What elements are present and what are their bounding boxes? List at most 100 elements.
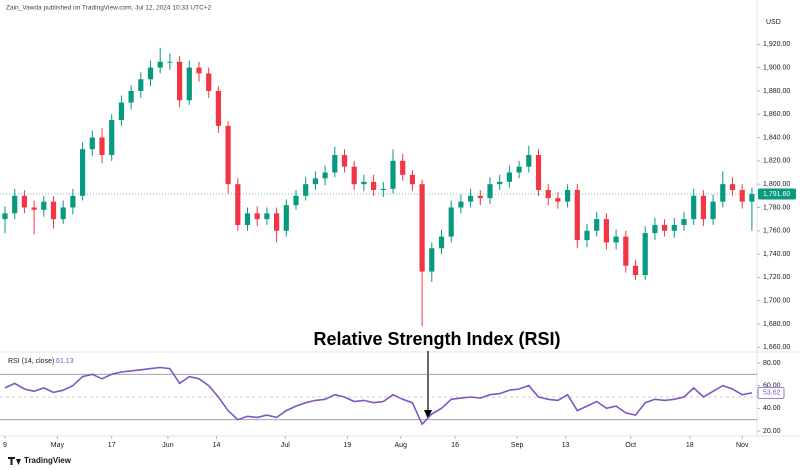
candle-body bbox=[477, 195, 483, 199]
candle-body bbox=[729, 184, 736, 190]
candle-body bbox=[206, 73, 212, 91]
candle-body bbox=[642, 233, 648, 276]
y-tick-label: 1,880.00 bbox=[763, 88, 790, 95]
y-tick-label: 1,820.00 bbox=[763, 158, 790, 165]
candle-body bbox=[303, 184, 309, 196]
x-tick-label: 14 bbox=[213, 442, 221, 449]
candle-body bbox=[739, 189, 745, 202]
candle-body bbox=[700, 195, 706, 220]
candle-body bbox=[371, 181, 377, 190]
x-tick-label: 19 bbox=[344, 442, 352, 449]
candle-body bbox=[60, 207, 66, 220]
candle-body bbox=[448, 207, 454, 237]
candle-body bbox=[2, 213, 8, 220]
candle-body bbox=[177, 61, 183, 101]
x-tick-label: 17 bbox=[108, 442, 116, 449]
y-tick-label: 1,780.00 bbox=[763, 204, 790, 211]
x-tick-label: Nov bbox=[736, 442, 749, 449]
candle-body bbox=[429, 248, 435, 272]
candle-body bbox=[390, 160, 396, 189]
x-tick-label: Aug bbox=[395, 442, 408, 449]
candle-body bbox=[31, 207, 37, 210]
candle-body bbox=[89, 137, 95, 150]
y-tick-label: 80.00 bbox=[763, 360, 781, 367]
y-tick-label: 1,680.00 bbox=[763, 321, 790, 328]
x-tick-label: Jul bbox=[281, 442, 290, 449]
y-tick-label: 1,740.00 bbox=[763, 251, 790, 258]
rsi-line bbox=[4, 366, 753, 426]
candle-body bbox=[293, 195, 299, 206]
candle-body bbox=[361, 181, 367, 185]
candle-body bbox=[671, 224, 677, 231]
x-tick-label: 9 bbox=[3, 442, 7, 449]
y-tick-label: 1,720.00 bbox=[763, 274, 790, 281]
rsi-last-box bbox=[757, 386, 785, 399]
candle-body bbox=[21, 195, 27, 208]
y-tick-label: 1,700.00 bbox=[763, 298, 790, 305]
y-tick-label: 1,920.00 bbox=[763, 41, 790, 48]
y-tick-label: 20.00 bbox=[763, 428, 781, 435]
x-tick-label: Sep bbox=[511, 442, 524, 449]
last-price-label: 1,791.60 bbox=[763, 191, 790, 198]
candle-body bbox=[574, 189, 580, 241]
candle-body bbox=[225, 125, 231, 185]
candle-body bbox=[632, 265, 639, 276]
candle-body bbox=[341, 155, 348, 167]
candle-body bbox=[196, 67, 202, 74]
candle-body bbox=[312, 178, 318, 185]
y-tick-label: 60.00 bbox=[763, 382, 781, 389]
candle-body bbox=[497, 181, 503, 185]
candle-body bbox=[555, 198, 561, 202]
candle-body bbox=[584, 230, 590, 241]
candle-body bbox=[138, 79, 144, 91]
header: Zain_Vawda published on TradingView.com,… bbox=[6, 5, 212, 12]
candle-body bbox=[749, 193, 755, 202]
candle-body bbox=[283, 205, 289, 231]
y-tick-label: 1,900.00 bbox=[763, 64, 790, 71]
candle-body bbox=[322, 172, 328, 179]
candle-body bbox=[681, 219, 687, 225]
candle-body bbox=[720, 184, 726, 202]
candle-body bbox=[419, 184, 425, 272]
last-price-box bbox=[758, 188, 796, 200]
candle-body bbox=[380, 188, 386, 190]
candle-body bbox=[652, 224, 658, 234]
candle-body bbox=[400, 160, 406, 175]
candle-body bbox=[468, 195, 474, 202]
y-tick-label: 1,800.00 bbox=[763, 181, 790, 188]
annotation: Relative Strength Index (RSI) bbox=[313, 329, 560, 349]
y-tick-label: 1,660.00 bbox=[763, 344, 790, 351]
candle-body bbox=[613, 236, 619, 243]
x-tick-label: 16 bbox=[451, 442, 459, 449]
candle-body bbox=[487, 184, 493, 199]
annotation-arrowhead bbox=[424, 410, 432, 419]
candle-body bbox=[128, 90, 134, 103]
candle-body bbox=[118, 102, 124, 121]
candle-body bbox=[623, 236, 629, 266]
candle-body bbox=[506, 172, 512, 182]
currency: USD bbox=[766, 19, 781, 26]
candle-body bbox=[50, 201, 57, 220]
candle-body bbox=[186, 67, 192, 101]
candle-body bbox=[458, 201, 464, 208]
candle-body bbox=[594, 219, 600, 231]
candle-body bbox=[691, 195, 697, 220]
y-tick-label: 1,860.00 bbox=[763, 111, 790, 118]
y-tick-label: 1,840.00 bbox=[763, 134, 790, 141]
rsi-title: RSI (14, close) bbox=[8, 358, 54, 365]
x-tick-label: Oct bbox=[625, 442, 636, 449]
candle-body bbox=[545, 189, 551, 199]
candle-body bbox=[109, 120, 115, 156]
candle-body bbox=[274, 213, 280, 231]
footer: TradingView bbox=[24, 456, 72, 465]
candle-body bbox=[80, 149, 86, 196]
candle-body bbox=[157, 61, 163, 68]
x-tick-label: 13 bbox=[562, 442, 570, 449]
candle-body bbox=[147, 67, 154, 80]
candle-body bbox=[662, 224, 668, 231]
candle-body bbox=[235, 184, 241, 225]
candle-body bbox=[264, 213, 270, 220]
y-tick-label: 1,760.00 bbox=[763, 228, 790, 235]
